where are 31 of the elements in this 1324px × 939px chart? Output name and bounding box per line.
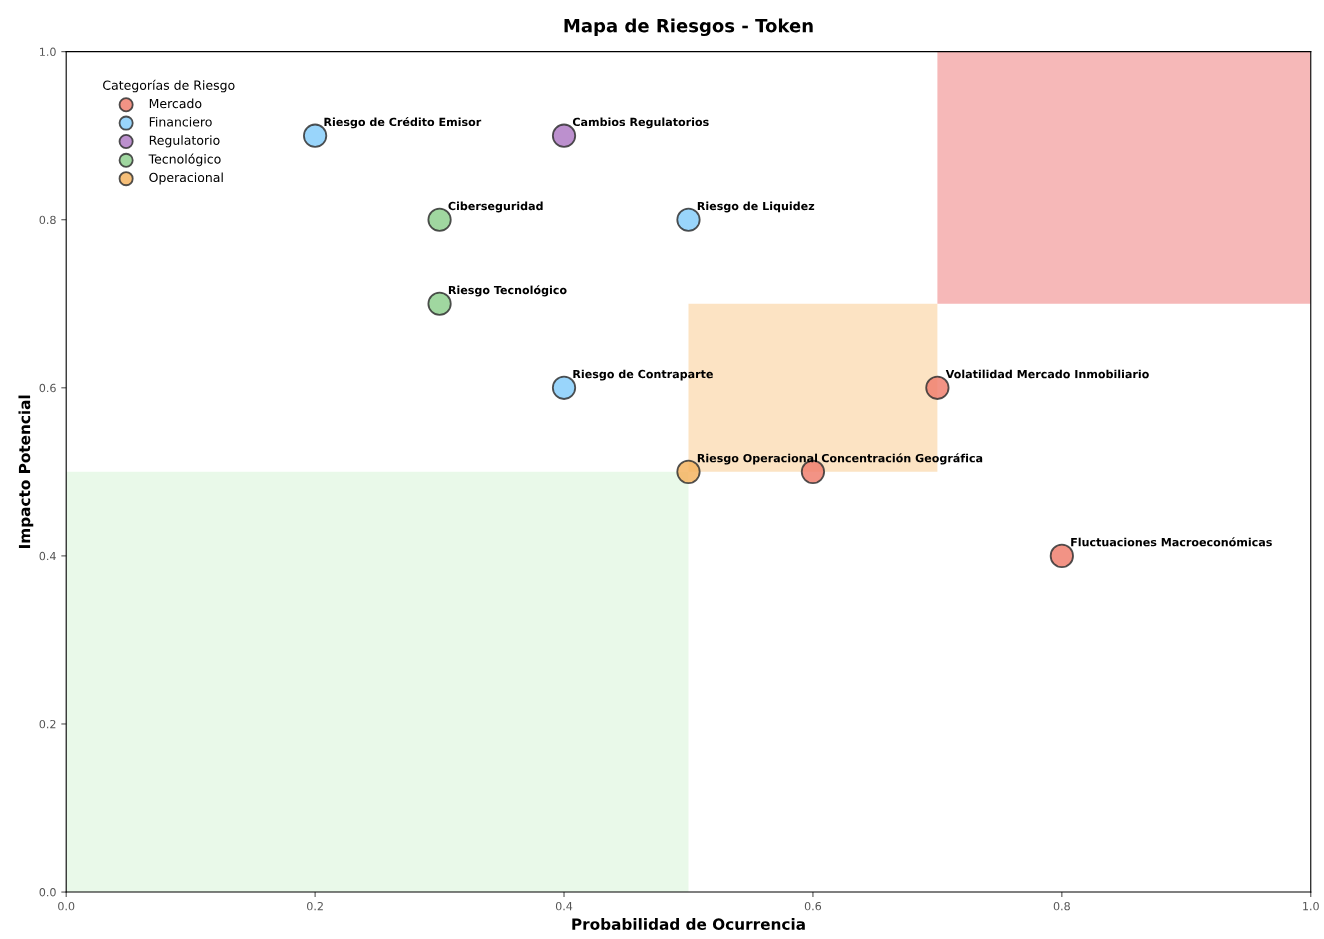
legend-label: Regulatorio (149, 135, 220, 148)
annotation: Cambios Regulatorios (572, 117, 709, 129)
legend-label: Financiero (149, 116, 212, 127)
annotation: Concentración Geográfica (821, 453, 983, 465)
annotation: Riesgo Tecnológico (448, 285, 567, 297)
annotation: Volatilidad Mercado Inmobiliario (945, 369, 1149, 379)
y-tick-label: 0.4 (39, 551, 56, 561)
x-tick-label: 0.6 (804, 901, 822, 911)
y-tick-label: 1.0 (40, 47, 56, 57)
annotation: Fluctuaciones Macroeconómicas (1071, 537, 1272, 547)
chart-title: Mapa de Riesgos - Token (564, 18, 813, 37)
annotation: Riesgo Operacional (697, 453, 818, 465)
y-tick-label: 0.2 (39, 719, 56, 729)
annotation: Riesgo de Crédito Emisor (324, 117, 482, 129)
x-tick-label: 1.0 (1303, 901, 1319, 911)
annotation: Riesgo de Contraparte (573, 369, 713, 381)
legend-label: Operacional (149, 172, 223, 185)
annotation: Ciberseguridad (448, 201, 543, 213)
legend-title: Categorías de Riesgo (103, 79, 235, 93)
legend-label: Tecnológico (148, 153, 221, 167)
y-tick-label: 0.0 (39, 888, 56, 897)
legend-label: Mercado (149, 98, 202, 109)
x-tick-label: 0.2 (307, 901, 323, 911)
x-tick-label: 0.4 (555, 901, 573, 911)
y-tick-label: 0.8 (39, 215, 56, 225)
y-tick-label: 0.6 (39, 383, 56, 393)
x-tick-label: 0.0 (58, 901, 75, 911)
y-axis-title: Impacto Potencial (18, 395, 34, 548)
x-axis-title: Probabilidad de Ocurrencia (572, 918, 805, 930)
annotation: Riesgo de Liquidez (697, 201, 815, 213)
x-tick-label: 0.8 (1053, 901, 1070, 911)
